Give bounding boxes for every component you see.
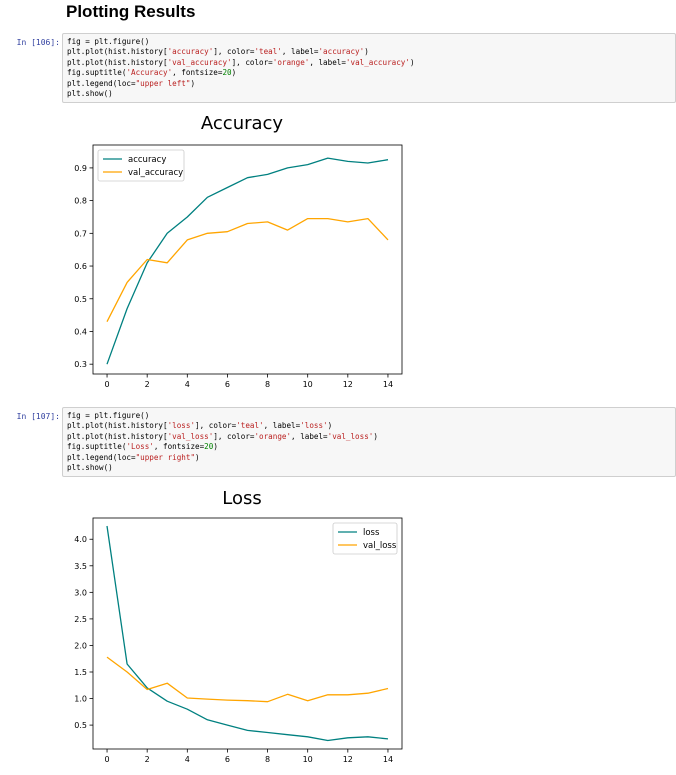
y-tick-label: 0.8 <box>74 197 87 206</box>
y-tick-label: 0.5 <box>74 295 87 304</box>
x-tick-label: 12 <box>343 755 353 764</box>
series-line-val_accuracy <box>106 217 389 322</box>
plot-frame <box>92 144 403 375</box>
x-tick-label: 8 <box>265 380 270 389</box>
series-line-loss <box>106 525 389 742</box>
legend-label-val_loss: val_loss <box>363 541 397 551</box>
y-tick-label: 1.0 <box>74 695 87 704</box>
x-tick-label: 6 <box>225 755 230 764</box>
code-cell-107[interactable]: fig = plt.figure() plt.plot(hist.history[… <box>62 407 676 477</box>
code-line: fig.suptitle('Loss', fontsize=20) <box>67 442 218 452</box>
x-tick-label: 2 <box>145 380 150 389</box>
legend-box <box>332 522 398 555</box>
x-tick-label: 4 <box>185 380 190 389</box>
code-line: plt.show() <box>67 89 113 99</box>
legend-label-val_accuracy: val_accuracy <box>128 168 183 178</box>
y-tick-label: 0.4 <box>74 327 87 336</box>
code-line: plt.plot(hist.history['val_loss'], color… <box>67 431 378 441</box>
series-line-accuracy <box>106 157 389 365</box>
x-tick-label: 6 <box>225 380 230 389</box>
y-tick-label: 3.5 <box>74 562 87 571</box>
code-line: plt.legend(loc="upper left") <box>67 78 196 88</box>
code-line: plt.plot(hist.history['val_accuracy'], c… <box>67 57 415 67</box>
legend-box <box>97 149 185 182</box>
y-tick-label: 2.0 <box>74 641 87 650</box>
cell-prompt-107: In [107]: <box>16 412 60 421</box>
chart-title: Loss <box>222 488 261 509</box>
y-tick-label: 0.5 <box>74 721 87 730</box>
y-tick-label: 0.9 <box>74 164 87 173</box>
section-heading: Plotting Results <box>66 2 196 21</box>
y-tick-label: 2.5 <box>74 615 87 624</box>
x-tick-label: 8 <box>265 755 270 764</box>
x-tick-label: 2 <box>145 755 150 764</box>
code-line: fig.suptitle('Accuracy', fontsize=20) <box>67 68 237 78</box>
legend-label-accuracy: accuracy <box>128 155 166 165</box>
y-tick-label: 4.0 <box>74 535 87 544</box>
code-cell-106[interactable]: fig = plt.figure() plt.plot(hist.history[… <box>62 33 676 103</box>
series-line-val_loss <box>106 656 389 703</box>
code-line: plt.plot(hist.history['loss'], color='te… <box>67 421 333 431</box>
legend-label-loss: loss <box>363 528 380 538</box>
chart-legend: loss val_loss <box>332 522 398 555</box>
y-tick-label: 3.0 <box>74 588 87 597</box>
x-tick-label: 10 <box>303 380 313 389</box>
x-tick-label: 14 <box>383 755 393 764</box>
code-line: fig = plt.figure() <box>67 37 150 46</box>
x-tick-label: 4 <box>185 755 190 764</box>
x-tick-label: 10 <box>303 755 313 764</box>
x-tick-label: 0 <box>104 380 109 389</box>
x-tick-label: 0 <box>104 755 109 764</box>
chart-legend: accuracy val_accuracy <box>97 149 185 182</box>
y-tick-label: 0.7 <box>74 229 87 238</box>
y-tick-label: 1.5 <box>74 668 87 677</box>
code-line: fig = plt.figure() <box>67 411 150 420</box>
y-tick-label: 0.3 <box>74 360 87 369</box>
plot-frame <box>92 517 403 750</box>
loss-chart: Loss 0 2 4 6 8 10 12 14 0.5 1.0 1.5 2.0 2.5 3.0 3.5 4.0 l… <box>74 488 403 764</box>
y-tick-label: 0.6 <box>74 262 87 271</box>
code-line: plt.show() <box>67 463 113 473</box>
chart-title: Accuracy <box>201 113 284 134</box>
code-line: plt.plot(hist.history['accuracy'], color… <box>67 47 369 57</box>
code-line: plt.legend(loc="upper right") <box>67 452 200 462</box>
x-tick-label: 14 <box>383 380 393 389</box>
cell-prompt-106: In [106]: <box>16 38 60 47</box>
x-tick-label: 12 <box>343 380 353 389</box>
accuracy-chart: Accuracy 0 2 4 6 8 10 12 14 0.3 0.4 0.5 0.6 0.7 0.8 0.9… <box>74 113 403 389</box>
